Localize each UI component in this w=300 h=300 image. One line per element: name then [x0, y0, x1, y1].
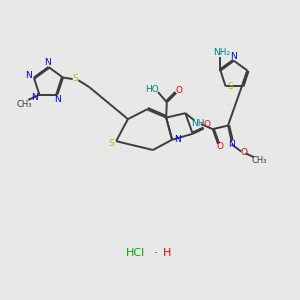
- Text: N: N: [25, 71, 32, 80]
- Text: N: N: [31, 92, 38, 101]
- Text: N: N: [54, 95, 61, 104]
- Text: ·: ·: [153, 247, 158, 260]
- Text: HO: HO: [145, 85, 159, 94]
- Text: O: O: [176, 86, 183, 95]
- Text: N: N: [174, 135, 181, 144]
- Text: N: N: [228, 140, 235, 149]
- Text: O: O: [204, 121, 211, 130]
- Text: S: S: [108, 139, 114, 148]
- Text: H: H: [163, 248, 171, 258]
- Text: N: N: [230, 52, 237, 61]
- Text: O: O: [216, 142, 223, 151]
- Text: NH: NH: [191, 119, 205, 128]
- Text: N: N: [44, 58, 51, 67]
- Text: CH₃: CH₃: [16, 100, 32, 109]
- Text: NH₂: NH₂: [213, 48, 230, 57]
- Text: S: S: [227, 82, 233, 91]
- Text: CH₃: CH₃: [252, 156, 267, 165]
- Text: HCl: HCl: [126, 248, 146, 258]
- Text: S: S: [73, 74, 78, 83]
- Text: O: O: [240, 148, 247, 157]
